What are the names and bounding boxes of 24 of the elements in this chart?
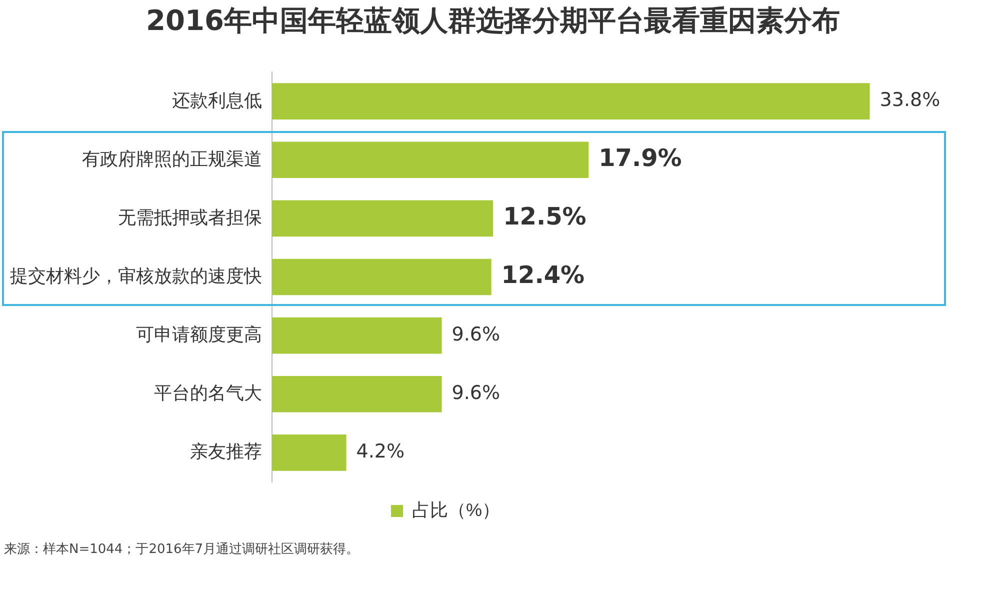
y-tick-label: 可申请额度更高: [136, 324, 262, 345]
bar: [272, 258, 492, 296]
data-label: 12.4%: [501, 261, 585, 290]
bar: [272, 376, 442, 412]
bar: [272, 83, 870, 120]
y-tick-label: 提交材料少，审核放款的速度快: [10, 266, 262, 286]
bar: [272, 200, 494, 237]
data-label: 4.2%: [356, 440, 405, 463]
chart-title: 2016年中国年轻蓝领人群选择分期平台最看重因素分布: [145, 3, 841, 39]
legend-label: 占比（%）: [412, 500, 500, 520]
data-label: 9.6%: [452, 324, 500, 346]
y-tick-label: 有政府牌照的正规渠道: [82, 148, 262, 169]
data-label: 9.6%: [452, 382, 500, 404]
y-tick-label: 还款利息低: [172, 90, 262, 110]
data-label: 12.5%: [503, 202, 586, 231]
y-tick-label: 亲友推荐: [190, 442, 262, 462]
bar: [272, 434, 346, 471]
y-tick-label: 无需抵押或者担保: [118, 207, 262, 228]
y-tick-label: 平台的名气大: [154, 383, 262, 404]
source-note: 来源：样本N=1044；于2016年7月通过调研社区调研获得。: [4, 541, 360, 558]
bar: [272, 142, 589, 178]
bar: [272, 317, 442, 354]
data-label: 17.9%: [598, 144, 682, 172]
data-label: 33.8%: [880, 89, 940, 112]
